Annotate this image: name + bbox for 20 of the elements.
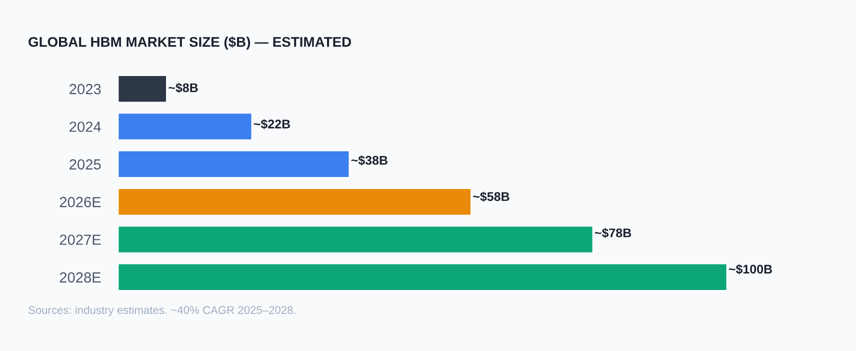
data-label: ~$78B xyxy=(594,228,632,238)
data-label: ~$38B xyxy=(351,155,388,166)
bar xyxy=(118,262,727,292)
bar xyxy=(118,112,253,141)
chart-title: GLOBAL HBM MARKET SIZE ($B) — ESTIMATED xyxy=(28,36,351,50)
bar xyxy=(118,150,350,178)
y-tick-label: 2026E xyxy=(60,196,101,208)
y-tick-label: 2027E xyxy=(60,234,101,245)
data-label: ~$58B xyxy=(473,192,510,202)
y-tick-label: 2023 xyxy=(70,84,101,94)
bar xyxy=(118,188,472,216)
data-label: ~$8B xyxy=(168,82,198,93)
y-tick-label: 2028E xyxy=(60,272,101,283)
bar xyxy=(118,225,594,254)
bar xyxy=(118,74,168,104)
y-tick-label: 2024 xyxy=(70,122,101,132)
y-tick-label: 2025 xyxy=(70,159,101,170)
data-label: ~$22B xyxy=(254,119,290,130)
source-note: Sources: industry estimates. ~40% CAGR 2025–2028. xyxy=(28,306,296,316)
data-label: ~$100B xyxy=(728,264,772,274)
